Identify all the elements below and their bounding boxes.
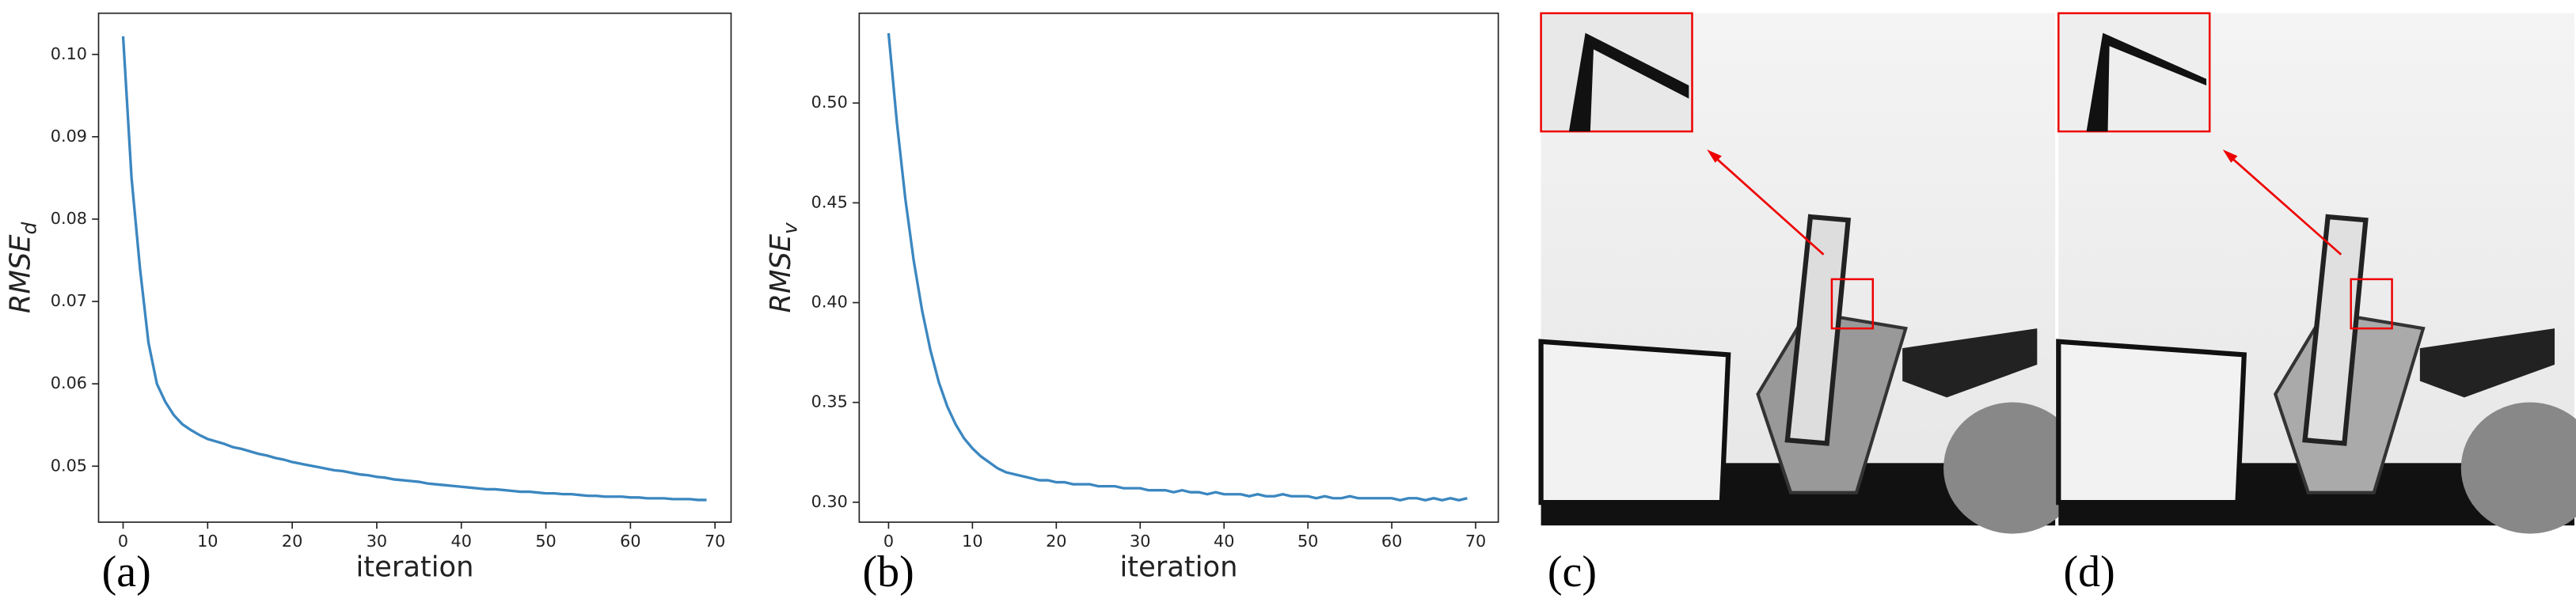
zoom-box <box>1830 278 1875 330</box>
y-axis-label-sub: v <box>778 222 801 234</box>
block <box>2419 328 2555 398</box>
y-axis-label: RMSEv <box>765 222 801 313</box>
x-tick-label: 40 <box>451 532 472 551</box>
y-tick-label: 0.10 <box>51 44 87 63</box>
image-panel-c <box>1538 12 2082 534</box>
arrow <box>1711 153 1825 256</box>
line <box>887 32 1468 502</box>
y-tick-label: 0.45 <box>811 192 848 211</box>
x-tick-label: 30 <box>367 532 387 551</box>
x-tick-label: 60 <box>620 532 640 551</box>
y-axis-label: RMSEd <box>4 222 40 313</box>
y-tick-label: 0.07 <box>51 291 87 310</box>
x-tick-label: 70 <box>1465 532 1486 551</box>
line <box>121 36 707 502</box>
inset <box>1540 12 1693 133</box>
y-axis-label-main: RMSE <box>765 233 797 312</box>
x-axis-label: iteration <box>1120 551 1238 584</box>
panel-caption: (b) <box>863 547 914 597</box>
x-tick-label: 40 <box>1214 532 1234 551</box>
block <box>1902 328 2038 398</box>
x-tick-label: 10 <box>962 532 982 551</box>
y-tick-label: 0.05 <box>51 456 87 475</box>
arrow <box>2227 153 2342 256</box>
plot-frame <box>97 12 732 523</box>
box <box>2056 339 2247 506</box>
y-tick-label: 0.08 <box>51 209 87 228</box>
x-axis-label: iteration <box>356 551 474 584</box>
x-tick-label: 0 <box>118 532 128 551</box>
y-tick-label: 0.50 <box>811 93 848 112</box>
y-tick-label: 0.30 <box>811 492 848 511</box>
inset-edge <box>1568 32 1689 132</box>
sphere <box>1943 402 2082 534</box>
x-tick-label: 10 <box>197 532 218 551</box>
box <box>1538 339 1731 506</box>
x-tick-label: 20 <box>1046 532 1066 551</box>
arrow-head <box>2222 149 2238 163</box>
panel-caption: (c) <box>1548 547 1597 597</box>
arrow-head <box>1707 149 1722 163</box>
panel-caption: (a) <box>102 547 151 597</box>
x-tick-label: 60 <box>1381 532 1402 551</box>
x-tick-label: 30 <box>1130 532 1150 551</box>
inset-edge <box>2086 32 2207 132</box>
x-tick-label: 20 <box>282 532 302 551</box>
y-axis-label-sub: d <box>18 222 41 234</box>
image-panel-d <box>2056 12 2576 534</box>
x-tick-label: 0 <box>883 532 894 551</box>
y-tick-label: 0.06 <box>51 373 87 392</box>
sphere <box>2460 402 2576 534</box>
panel-caption: (d) <box>2064 547 2115 597</box>
stick <box>1784 214 1852 446</box>
y-tick-label: 0.09 <box>51 127 87 146</box>
y-axis-label-main: RMSE <box>4 234 36 313</box>
x-tick-label: 70 <box>705 532 725 551</box>
y-tick-label: 0.40 <box>811 293 848 312</box>
y-tick-label: 0.35 <box>811 392 848 411</box>
x-tick-label: 50 <box>1297 532 1318 551</box>
x-tick-label: 50 <box>535 532 556 551</box>
plot-frame <box>858 12 1499 523</box>
zoom-box <box>2350 278 2393 330</box>
stick <box>2302 214 2369 446</box>
